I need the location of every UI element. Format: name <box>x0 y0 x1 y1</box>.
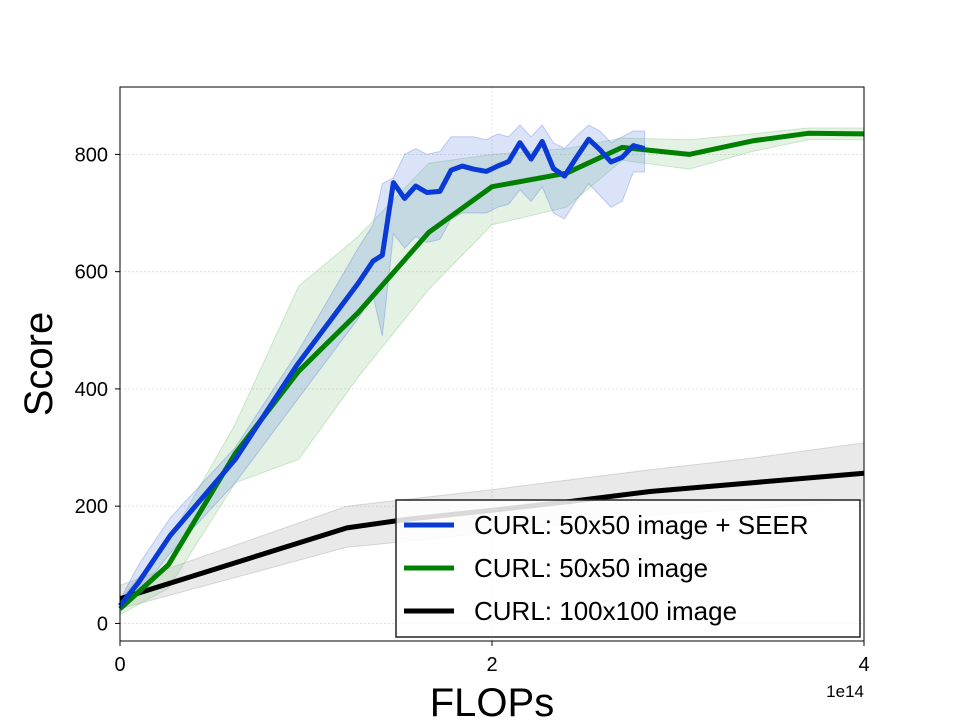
legend-label: CURL: 50x50 image <box>474 553 708 583</box>
x-tick-label: 0 <box>114 654 125 676</box>
x-tick-label: 4 <box>858 654 869 676</box>
legend-label: CURL: 100x100 image <box>474 596 737 626</box>
y-tick-label: 400 <box>75 379 108 401</box>
series-line <box>118 130 865 611</box>
legend-box <box>395 499 861 638</box>
legend: CURL: 50x50 image + SEER CURL: 50x50 imag… <box>395 499 861 638</box>
y-tick-label: 600 <box>75 262 108 284</box>
series-line <box>118 136 646 608</box>
axis-ticks: 0 2 4 0 200 400 600 800 <box>75 144 870 676</box>
y-axis-title: Score <box>17 312 61 417</box>
x-axis-offset-label: 1e14 <box>826 682 864 701</box>
y-tick-label: 800 <box>75 144 108 166</box>
x-axis-title: FLOPs <box>430 681 554 720</box>
x-tick-label: 2 <box>486 654 497 676</box>
legend-label: CURL: 50x50 image + SEER <box>474 510 809 540</box>
y-tick-label: 0 <box>97 613 108 635</box>
confidence-band <box>119 124 645 613</box>
y-tick-label: 200 <box>75 496 108 518</box>
